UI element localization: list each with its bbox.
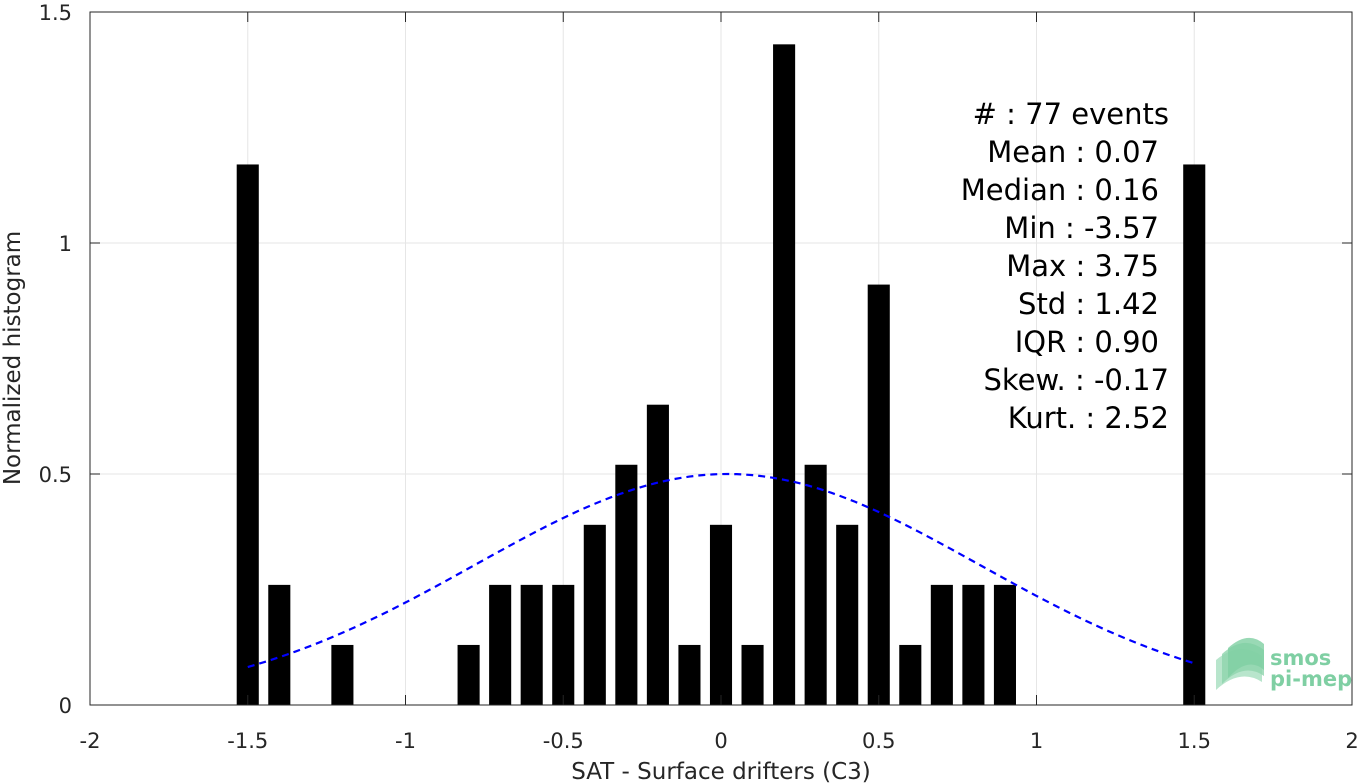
logo-line2: pi-mep (1270, 667, 1352, 691)
y-tick-labels: 0 0.5 1 1.5 (39, 1, 72, 718)
histogram-bar (741, 644, 764, 705)
histogram-bar (520, 584, 543, 705)
histogram-bar (804, 464, 827, 705)
y-tick-label: 1 (59, 232, 72, 256)
stat-std: Std : 1.42 (1018, 287, 1159, 321)
stat-iqr: IQR : 0.90 (1015, 325, 1159, 359)
histogram-bar (678, 644, 701, 705)
stat-kurt: Kurt. : 2.52 (1008, 401, 1169, 435)
histogram-bar (709, 524, 733, 705)
y-tick-label: 0 (59, 694, 72, 718)
histogram-bar (1183, 164, 1206, 705)
histogram-bar (583, 524, 606, 705)
x-tick-label: -0.5 (543, 729, 584, 753)
x-axis-label: SAT - Surface drifters (C3) (571, 759, 871, 784)
histogram-bar (489, 584, 512, 705)
x-tick-label: 2 (1345, 729, 1358, 753)
logo-line1: smos (1270, 646, 1331, 670)
x-tick-label: -2 (80, 729, 101, 753)
normal-fit-curve (247, 472, 1195, 669)
y-tick-label: 1.5 (39, 1, 72, 25)
stat-median: Median : 0.16 (961, 173, 1159, 207)
smos-pimep-logo: smos pi-mep (1216, 637, 1352, 691)
histogram-bar (930, 584, 953, 705)
histogram-bar (867, 284, 890, 705)
x-tick-label: 1 (1030, 729, 1043, 753)
histogram-bars (236, 44, 1206, 705)
x-tick-label: 0 (714, 729, 727, 753)
x-tick-label: -1.5 (227, 729, 268, 753)
histogram-bar (993, 584, 1016, 705)
statistics-box: # : 77 events Mean : 0.07 Median : 0.16 … (961, 97, 1169, 435)
axis-ticks (89, 11, 1353, 706)
histogram-bar (646, 404, 669, 705)
y-tick-label: 0.5 (39, 463, 72, 487)
histogram-bar (268, 584, 291, 705)
y-axis-label: Normalized histogram (0, 231, 26, 485)
x-tick-labels: -2 -1.5 -1 -0.5 0 0.5 1 1.5 2 (80, 729, 1359, 753)
stat-min: Min : -3.57 (1004, 211, 1159, 245)
histogram-bar (836, 524, 859, 705)
histogram-bar (899, 644, 922, 705)
histogram-bar (552, 584, 575, 705)
stat-events: # : 77 events (973, 97, 1169, 131)
histogram-bar (962, 584, 985, 705)
histogram-bar (773, 44, 796, 705)
stat-mean: Mean : 0.07 (987, 135, 1159, 169)
logo-waves-icon (1216, 637, 1264, 690)
histogram-bar (615, 464, 638, 705)
x-tick-label: -1 (395, 729, 416, 753)
histogram-bar (331, 644, 354, 705)
stat-skew: Skew. : -0.17 (983, 363, 1169, 397)
stat-max: Max : 3.75 (1006, 249, 1159, 283)
histogram-bar (457, 644, 480, 705)
x-tick-label: 0.5 (862, 729, 895, 753)
x-tick-label: 1.5 (1178, 729, 1211, 753)
histogram-bar (236, 164, 259, 705)
